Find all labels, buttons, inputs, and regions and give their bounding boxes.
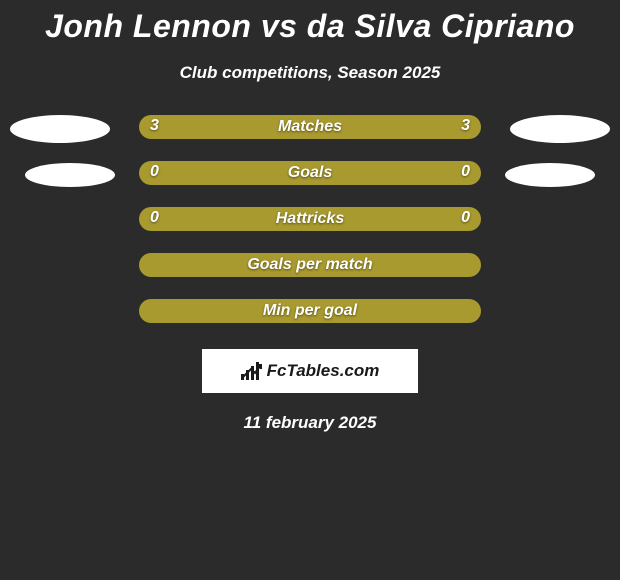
logo-box: FcTables.com — [202, 349, 418, 393]
logo: FcTables.com — [241, 361, 380, 381]
stat-value-left: 3 — [150, 117, 159, 135]
stat-row-goals-per-match: Goals per match — [0, 253, 620, 299]
stat-bar: Goals — [139, 161, 481, 185]
stat-row-hattricks: Hattricks 0 0 — [0, 207, 620, 253]
stat-value-right: 0 — [461, 163, 470, 181]
stat-label: Hattricks — [276, 210, 344, 228]
date-label: 11 february 2025 — [0, 413, 620, 433]
player-marker-right — [510, 115, 610, 143]
logo-text: FcTables.com — [267, 361, 380, 381]
stat-label: Goals per match — [247, 256, 372, 274]
stat-label: Min per goal — [263, 302, 357, 320]
stat-value-right: 3 — [461, 117, 470, 135]
stat-bar: Matches — [139, 115, 481, 139]
stat-row-matches: Matches 3 3 — [0, 115, 620, 161]
stat-rows: Matches 3 3 Goals 0 0 Hattricks 0 0 Goal… — [0, 115, 620, 345]
stat-value-right: 0 — [461, 209, 470, 227]
stat-value-left: 0 — [150, 163, 159, 181]
comparison-card: Jonh Lennon vs da Silva Cipriano Club co… — [0, 0, 620, 433]
arrow-up-icon — [241, 361, 263, 381]
player-marker-right — [505, 163, 595, 187]
stat-bar: Hattricks — [139, 207, 481, 231]
stat-bar: Goals per match — [139, 253, 481, 277]
stat-label: Goals — [288, 164, 332, 182]
subtitle: Club competitions, Season 2025 — [0, 63, 620, 83]
page-title: Jonh Lennon vs da Silva Cipriano — [0, 0, 620, 45]
stat-row-min-per-goal: Min per goal — [0, 299, 620, 345]
stat-value-left: 0 — [150, 209, 159, 227]
player-marker-left — [25, 163, 115, 187]
stat-bar: Min per goal — [139, 299, 481, 323]
stat-label: Matches — [278, 118, 342, 136]
player-marker-left — [10, 115, 110, 143]
stat-row-goals: Goals 0 0 — [0, 161, 620, 207]
